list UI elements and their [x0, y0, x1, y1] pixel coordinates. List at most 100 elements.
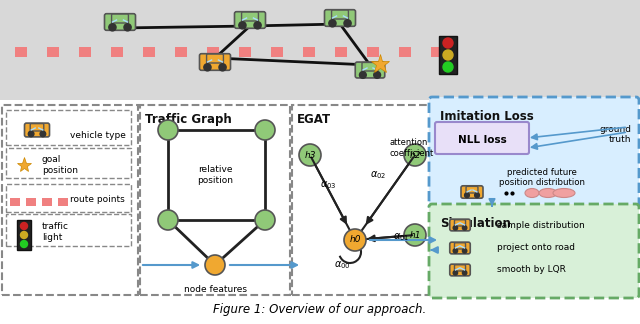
- FancyBboxPatch shape: [10, 198, 20, 206]
- Text: $\alpha_{01}$: $\alpha_{01}$: [393, 231, 410, 243]
- Circle shape: [158, 120, 178, 140]
- Text: h3: h3: [304, 151, 316, 159]
- FancyBboxPatch shape: [79, 47, 91, 57]
- FancyBboxPatch shape: [6, 148, 131, 178]
- Circle shape: [453, 249, 458, 253]
- Circle shape: [204, 64, 211, 71]
- Circle shape: [360, 72, 366, 78]
- FancyBboxPatch shape: [454, 243, 465, 249]
- Circle shape: [443, 50, 453, 60]
- Circle shape: [219, 64, 226, 71]
- Text: attention
coefficient: attention coefficient: [390, 138, 435, 158]
- Text: smooth by LQR: smooth by LQR: [497, 265, 566, 274]
- FancyBboxPatch shape: [143, 47, 155, 57]
- Circle shape: [463, 226, 467, 230]
- Circle shape: [374, 72, 381, 78]
- FancyBboxPatch shape: [324, 10, 355, 26]
- Text: sample distribution: sample distribution: [497, 221, 585, 229]
- Circle shape: [299, 144, 321, 166]
- FancyBboxPatch shape: [454, 220, 465, 226]
- Text: Imitation Loss: Imitation Loss: [440, 110, 534, 123]
- Ellipse shape: [553, 189, 575, 198]
- Text: Simulation: Simulation: [440, 217, 511, 230]
- FancyBboxPatch shape: [271, 47, 283, 57]
- FancyBboxPatch shape: [140, 105, 290, 295]
- FancyBboxPatch shape: [454, 265, 465, 271]
- FancyBboxPatch shape: [435, 122, 529, 154]
- FancyBboxPatch shape: [0, 0, 640, 100]
- Text: traffic
light: traffic light: [42, 222, 69, 242]
- FancyBboxPatch shape: [2, 105, 138, 295]
- FancyBboxPatch shape: [332, 10, 348, 19]
- FancyBboxPatch shape: [292, 105, 430, 295]
- FancyBboxPatch shape: [15, 47, 27, 57]
- FancyBboxPatch shape: [335, 47, 347, 57]
- FancyBboxPatch shape: [30, 124, 44, 131]
- Text: h1: h1: [409, 230, 420, 239]
- Circle shape: [463, 249, 467, 253]
- Text: $\alpha_{02}$: $\alpha_{02}$: [370, 169, 387, 181]
- FancyBboxPatch shape: [111, 47, 123, 57]
- FancyBboxPatch shape: [439, 36, 457, 74]
- FancyBboxPatch shape: [47, 47, 59, 57]
- Ellipse shape: [525, 189, 539, 198]
- Circle shape: [28, 131, 34, 137]
- Circle shape: [239, 22, 246, 29]
- Text: h2: h2: [409, 151, 420, 159]
- FancyBboxPatch shape: [26, 198, 36, 206]
- Circle shape: [404, 224, 426, 246]
- FancyBboxPatch shape: [241, 12, 259, 21]
- FancyBboxPatch shape: [431, 47, 443, 57]
- Circle shape: [453, 226, 458, 230]
- FancyBboxPatch shape: [355, 62, 385, 78]
- Text: goal
position: goal position: [42, 155, 78, 175]
- FancyBboxPatch shape: [104, 14, 136, 30]
- Text: project onto road: project onto road: [497, 244, 575, 252]
- FancyBboxPatch shape: [429, 204, 639, 298]
- Text: Figure 1: Overview of our approach.: Figure 1: Overview of our approach.: [213, 304, 427, 317]
- FancyBboxPatch shape: [175, 47, 187, 57]
- FancyBboxPatch shape: [207, 47, 219, 57]
- FancyBboxPatch shape: [303, 47, 315, 57]
- FancyBboxPatch shape: [367, 47, 379, 57]
- Text: predicted future
position distribution: predicted future position distribution: [499, 168, 585, 187]
- FancyBboxPatch shape: [239, 47, 251, 57]
- Text: route points: route points: [70, 195, 125, 204]
- Circle shape: [40, 131, 45, 137]
- Circle shape: [254, 22, 261, 29]
- Text: $\alpha_{00}$: $\alpha_{00}$: [333, 259, 350, 271]
- Circle shape: [453, 271, 458, 275]
- Text: ground
truth: ground truth: [599, 125, 631, 145]
- Text: $\alpha_{03}$: $\alpha_{03}$: [320, 179, 337, 191]
- Circle shape: [344, 20, 351, 27]
- FancyBboxPatch shape: [399, 47, 411, 57]
- Circle shape: [344, 229, 366, 251]
- Circle shape: [158, 210, 178, 230]
- Circle shape: [404, 144, 426, 166]
- Ellipse shape: [539, 189, 557, 198]
- Circle shape: [255, 120, 275, 140]
- Text: Node Input: Node Input: [7, 113, 81, 126]
- Circle shape: [20, 232, 28, 238]
- Text: EGAT: EGAT: [297, 113, 331, 126]
- Circle shape: [443, 38, 453, 48]
- FancyBboxPatch shape: [461, 186, 483, 198]
- Circle shape: [255, 210, 275, 230]
- FancyBboxPatch shape: [6, 214, 131, 246]
- Circle shape: [20, 240, 28, 248]
- Circle shape: [20, 223, 28, 229]
- Circle shape: [463, 271, 467, 275]
- Circle shape: [109, 24, 116, 31]
- Circle shape: [465, 193, 469, 198]
- FancyBboxPatch shape: [6, 110, 131, 145]
- FancyBboxPatch shape: [6, 184, 131, 212]
- FancyBboxPatch shape: [200, 54, 230, 70]
- FancyBboxPatch shape: [429, 97, 639, 208]
- Text: node features: node features: [184, 285, 246, 294]
- Text: vehicle type: vehicle type: [70, 131, 126, 140]
- Text: relative
position: relative position: [197, 165, 233, 185]
- Circle shape: [475, 193, 479, 198]
- FancyBboxPatch shape: [207, 54, 223, 63]
- FancyBboxPatch shape: [234, 12, 266, 28]
- FancyBboxPatch shape: [111, 14, 129, 23]
